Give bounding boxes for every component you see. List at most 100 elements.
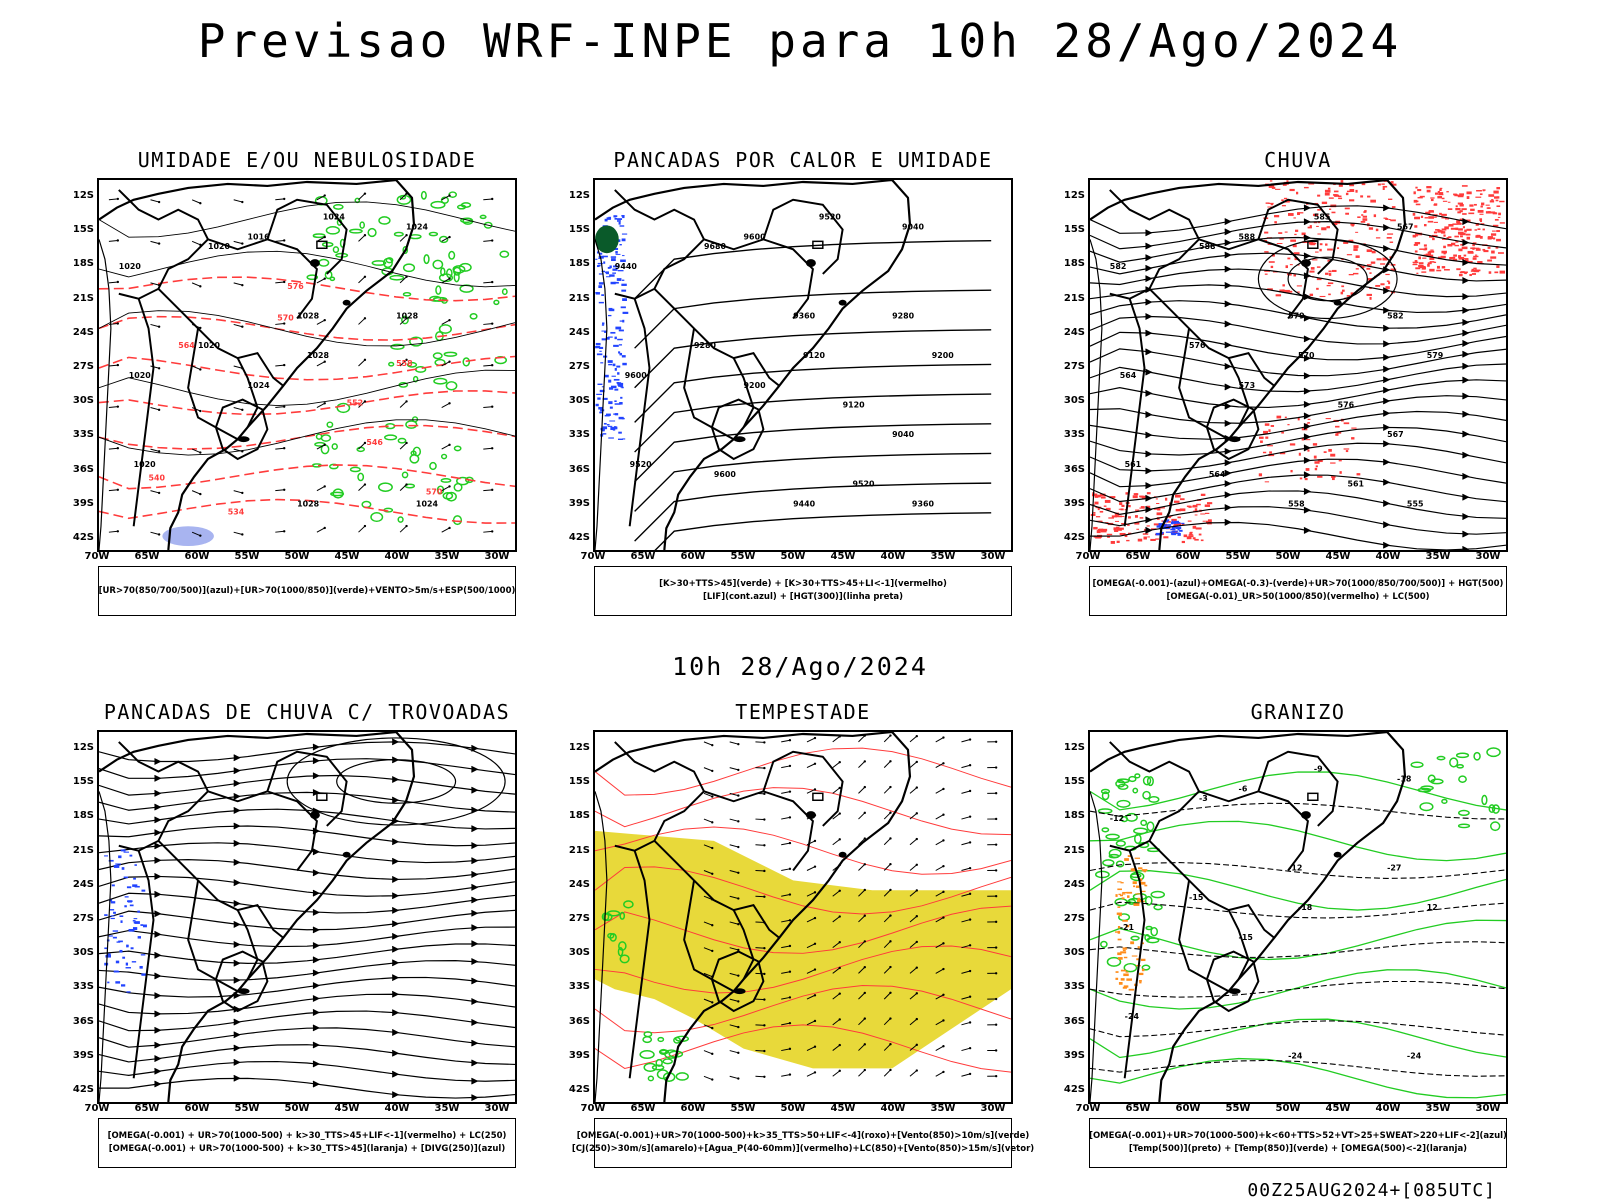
contour-label: 1028: [297, 312, 320, 321]
contour-label: 1024: [323, 213, 346, 222]
lat-tick-label: 21S: [1057, 293, 1085, 304]
streamline-arrow: [234, 1045, 240, 1051]
contour-label: 1028: [307, 351, 330, 360]
streamline-arrow: [234, 859, 240, 865]
contour-label: 9040: [902, 222, 925, 231]
lat-tick-label: 27S: [66, 361, 94, 372]
lon-tick-label: 45W: [823, 1103, 863, 1114]
country-border: [1199, 791, 1308, 870]
map-tempestade[interactable]: [593, 730, 1013, 1104]
streamline-arrow: [1304, 336, 1310, 342]
contour-label: 540: [149, 474, 166, 483]
streamline-arrow: [392, 907, 398, 913]
contour-label: 9520: [630, 460, 653, 469]
streamline-arrow: [1225, 505, 1231, 511]
contour-label: 576: [1189, 341, 1206, 350]
streamline-arrow: [1145, 314, 1151, 320]
contour-label: -24: [1288, 1051, 1303, 1060]
streamline: [99, 792, 515, 812]
streamline-arrow: [1304, 413, 1310, 419]
streamline: [1090, 380, 1506, 408]
lat-tick-label: 24S: [66, 879, 94, 890]
streamline-arrow: [1383, 366, 1389, 372]
streamline-arrow: [471, 910, 477, 916]
streamline-arrow: [1304, 219, 1310, 225]
streamline-arrow: [471, 787, 477, 793]
lat-tick-label: 36S: [66, 464, 94, 475]
lon-tick-label: 55W: [227, 1103, 267, 1114]
lon-tick-label: 45W: [1318, 551, 1358, 562]
k-tts-area: [595, 226, 619, 254]
streamline-arrow: [1304, 373, 1310, 379]
map-pancadas_trovoadas[interactable]: [97, 730, 517, 1104]
streamline-arrow: [471, 897, 477, 903]
streamline-arrow: [471, 941, 477, 947]
streamline-arrow: [313, 970, 319, 976]
streamline-arrow: [1462, 494, 1468, 500]
lon-tick-label: 55W: [723, 1103, 763, 1114]
streamline-arrow: [313, 758, 319, 764]
streamline-arrow: [1383, 398, 1389, 404]
federal-district: [813, 793, 823, 800]
lat-tick-label: 21S: [66, 293, 94, 304]
streamline-arrow: [1462, 340, 1468, 346]
lat-tick-label: 24S: [562, 879, 590, 890]
country-border: [188, 880, 238, 991]
streamline-arrow: [392, 777, 398, 783]
contour-label: -24: [1125, 1012, 1140, 1021]
lat-tick-label: 12S: [562, 190, 590, 201]
streamline: [99, 1078, 515, 1098]
lon-tick-label: 45W: [327, 551, 367, 562]
country-border: [158, 841, 283, 938]
pressure-isobar: [99, 202, 515, 237]
streamline-arrow: [1304, 472, 1310, 478]
contour-label: 570: [426, 488, 443, 497]
lat-tick-label: 27S: [1057, 913, 1085, 924]
contour-label: 9520: [853, 480, 876, 489]
streamline-arrow: [154, 1027, 160, 1033]
contour-label: 534: [228, 507, 245, 516]
lake-marker: [1229, 436, 1241, 442]
lat-tick-label: 27S: [1057, 361, 1085, 372]
contour-label: 579: [1427, 351, 1444, 360]
streamline-arrow: [1225, 266, 1231, 272]
streamline-arrow: [1304, 457, 1310, 463]
lat-tick-label: 12S: [562, 742, 590, 753]
contour-label: 9600: [625, 371, 648, 380]
lon-tick-label: 40W: [873, 551, 913, 562]
contour-label: 9600: [714, 470, 737, 479]
streamline-arrow: [392, 797, 398, 803]
contour-label: 546: [366, 438, 383, 447]
legend-line: [K>30+TTS>45](verde) + [K>30+TTS>45+LI<-…: [659, 578, 947, 591]
lon-tick-label: 55W: [723, 551, 763, 562]
lon-tick-label: 50W: [277, 1103, 317, 1114]
legend-line: [OMEGA(-0.001)-(azul)+OMEGA(-0.3)-(verde…: [1093, 578, 1504, 591]
contour-label: 558: [1288, 499, 1305, 508]
streamline-arrow: [1383, 225, 1389, 231]
country-border: [734, 358, 754, 427]
streamline-arrow: [1145, 369, 1151, 375]
lat-tick-label: 18S: [1057, 810, 1085, 821]
streamline-arrow: [154, 843, 160, 849]
legend-line: [UR>70(850/700/500)](azul)+[UR>70(1000/8…: [99, 585, 516, 598]
legend-granizo: [OMEGA(-0.001)+UR>70(1000-500)+k<60+TTS>…: [1089, 1118, 1507, 1168]
lake-marker: [310, 259, 320, 267]
streamline-arrow: [392, 739, 398, 745]
lon-tick-label: 35W: [427, 551, 467, 562]
lat-tick-label: 24S: [1057, 327, 1085, 338]
lat-tick-label: 27S: [562, 913, 590, 924]
contour-label: 570: [277, 313, 294, 322]
hgt300-contour: [635, 364, 992, 422]
country-border: [1207, 952, 1259, 1011]
lat-tick-label: 33S: [66, 981, 94, 992]
contour-label: 552: [347, 399, 364, 408]
streamline-arrow: [1462, 411, 1468, 417]
lon-tick-label: 70W: [1068, 1103, 1108, 1114]
streamline-arrow: [392, 975, 398, 981]
streamline-arrow: [313, 996, 319, 1002]
streamline-arrow: [1304, 205, 1310, 211]
